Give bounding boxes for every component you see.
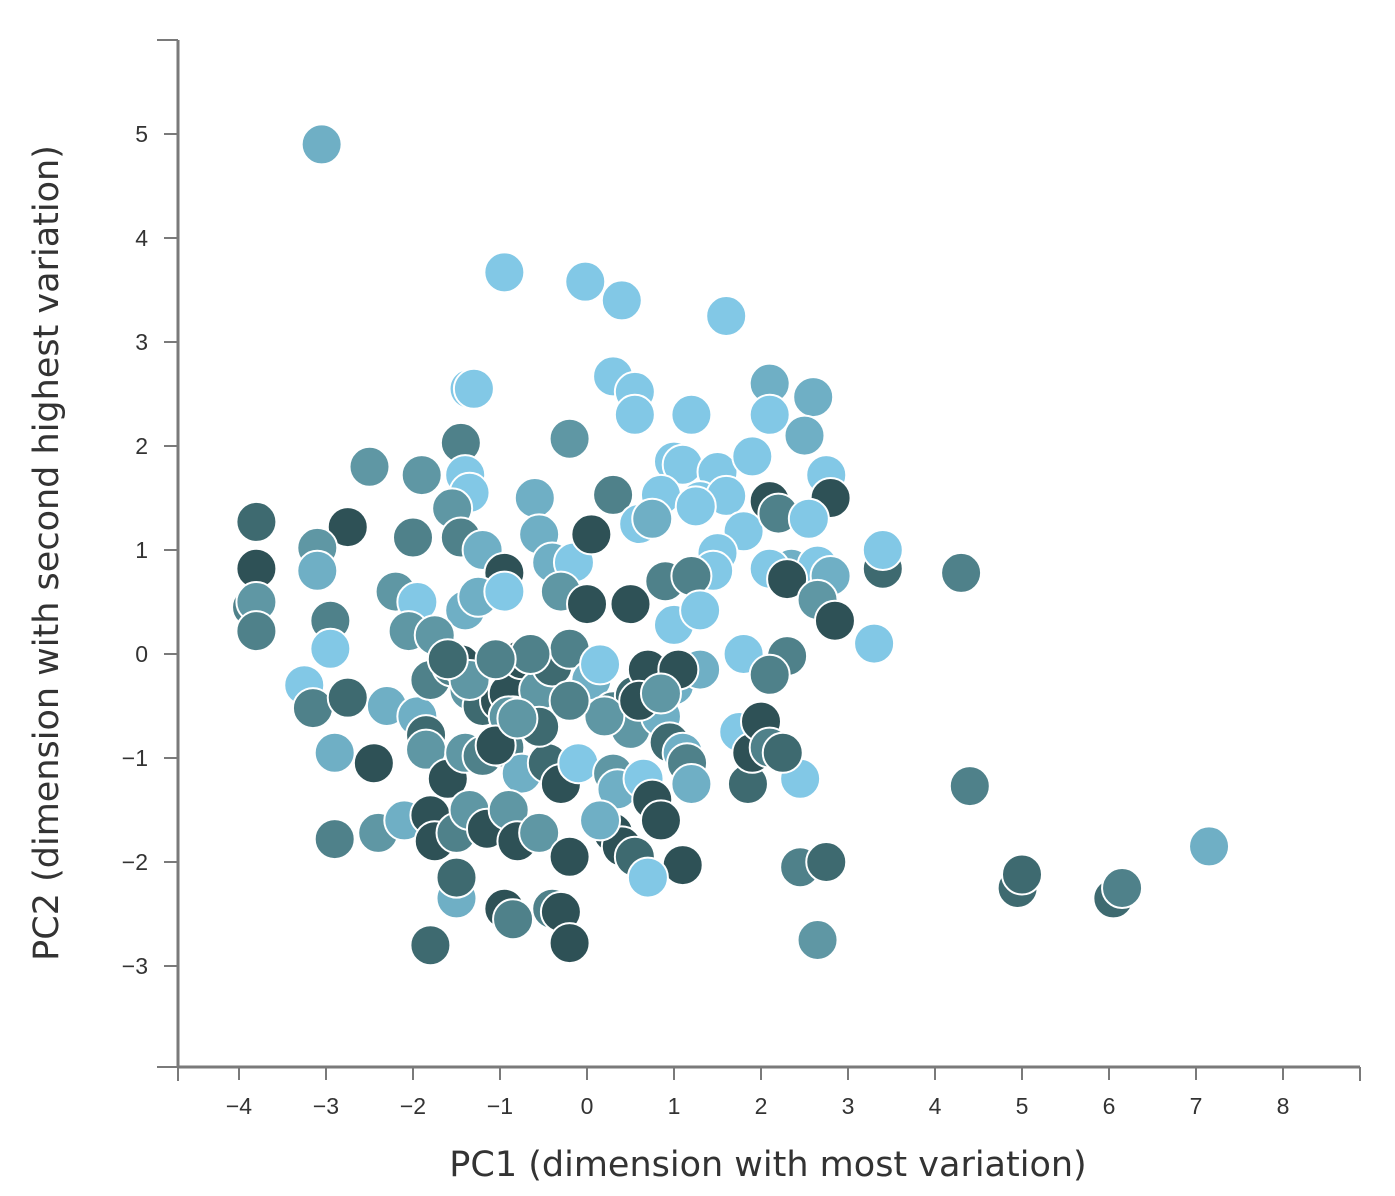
scatter-point[interactable] (348, 445, 391, 488)
scatter-point[interactable] (518, 811, 561, 854)
scatter-point[interactable] (452, 367, 495, 410)
x-tick-label: −4 (226, 1093, 252, 1119)
scatter-point[interactable] (613, 393, 656, 436)
scatter-point[interactable] (948, 765, 991, 808)
scatter-point[interactable] (674, 485, 717, 528)
scatter-point[interactable] (796, 919, 839, 961)
scatter-point[interactable] (474, 638, 517, 681)
scatter-point[interactable] (483, 251, 526, 294)
scatter-point[interactable] (352, 742, 395, 785)
scatter-point[interactable] (513, 477, 556, 519)
scatter-point[interactable] (731, 435, 774, 478)
scatter-point[interactable] (435, 856, 478, 899)
scatter-point[interactable] (400, 454, 443, 497)
x-tick-label: 5 (1016, 1093, 1029, 1119)
y-tick-label: 0 (135, 641, 148, 667)
scatter-point[interactable] (570, 513, 613, 556)
scatter-point[interactable] (579, 799, 622, 842)
scatter-point[interactable] (548, 922, 591, 965)
scatter-point[interactable] (813, 599, 856, 642)
scatter-point[interactable] (940, 551, 983, 594)
y-tick-label: 2 (135, 433, 148, 459)
scatter-point[interactable] (705, 295, 748, 337)
scatter-point[interactable] (679, 589, 722, 632)
y-tick-label: 3 (135, 329, 148, 355)
scatter-point[interactable] (548, 417, 591, 460)
x-tick-label: 1 (668, 1093, 681, 1119)
y-tick-label: 5 (135, 121, 148, 147)
x-tick-label: −2 (400, 1093, 426, 1119)
scatter-point[interactable] (548, 679, 591, 722)
scatter-point[interactable] (566, 583, 608, 626)
scatter-point[interactable] (300, 123, 343, 166)
scatter-point[interactable] (296, 549, 339, 592)
scatter-point[interactable] (1101, 867, 1144, 909)
scatter-point[interactable] (748, 393, 791, 436)
scatter-point[interactable] (235, 610, 278, 653)
scatter-point[interactable] (787, 497, 830, 540)
scatter-point[interactable] (639, 672, 682, 715)
x-tick-label: 8 (1277, 1093, 1290, 1119)
scatter-point[interactable] (309, 627, 352, 670)
scatter-point[interactable] (1001, 853, 1043, 896)
y-tick-label: −3 (122, 953, 148, 979)
scatter-point[interactable] (509, 633, 552, 675)
x-tick-label: 0 (581, 1093, 594, 1119)
scatter-point[interactable] (609, 583, 652, 626)
scatter-point[interactable] (583, 695, 626, 738)
points-layer (231, 123, 1231, 967)
x-tick-label: 7 (1190, 1093, 1203, 1119)
x-tick-label: 3 (842, 1093, 855, 1119)
y-tick-label: −2 (122, 849, 148, 875)
scatter-point[interactable] (600, 279, 643, 322)
x-tick-label: 4 (929, 1093, 942, 1119)
scatter-point[interactable] (631, 497, 674, 540)
scatter-point[interactable] (748, 653, 791, 696)
scatter-point[interactable] (670, 763, 713, 805)
scatter-point[interactable] (783, 414, 826, 457)
scatter-point[interactable] (761, 731, 804, 774)
scatter-point[interactable] (670, 393, 713, 436)
scatter-point[interactable] (592, 473, 635, 516)
x-tick-label: −3 (313, 1093, 339, 1119)
y-tick-label: −1 (122, 745, 148, 771)
y-tick-label: 4 (135, 225, 148, 251)
y-axis-ticks: −3 −2 −1 0 1 2 3 4 5 (122, 121, 178, 979)
scatter-point[interactable] (392, 516, 434, 559)
scatter-point[interactable] (792, 376, 835, 419)
scatter-point[interactable] (805, 841, 848, 883)
scatter-point[interactable] (426, 638, 469, 681)
scatter-point[interactable] (326, 506, 369, 549)
scatter-point[interactable] (313, 731, 356, 774)
scatter-point[interactable] (1188, 825, 1231, 868)
scatter-point[interactable] (235, 500, 278, 543)
scatter-point[interactable] (409, 924, 452, 967)
scatter-point[interactable] (861, 529, 904, 571)
scatter-point[interactable] (626, 856, 669, 899)
scatter-point[interactable] (557, 742, 600, 785)
y-axis-title: PC2 (dimension with second highest varia… (27, 145, 67, 961)
x-axis-ticks: −4 −3 −2 −1 0 1 2 3 4 5 6 7 8 (226, 1067, 1290, 1119)
scatter-point[interactable] (492, 898, 535, 941)
scatter-point[interactable] (766, 558, 809, 601)
y-tick-label: 1 (135, 537, 148, 563)
scatter-point[interactable] (313, 818, 356, 861)
scatter-point[interactable] (564, 260, 607, 303)
scatter-point[interactable] (483, 570, 526, 613)
scatter-point[interactable] (496, 697, 539, 740)
scatter-point[interactable] (853, 622, 896, 665)
x-tick-label: 2 (755, 1093, 768, 1119)
scatter-point[interactable] (291, 687, 334, 730)
scatter-point[interactable] (326, 676, 369, 719)
scatter-point[interactable] (548, 835, 591, 878)
x-axis-title: PC1 (dimension with most variation) (449, 1145, 1086, 1185)
x-tick-label: −1 (487, 1093, 513, 1119)
x-tick-label: 6 (1103, 1093, 1116, 1119)
scatter-point[interactable] (579, 643, 622, 686)
scatter-point[interactable] (639, 799, 682, 842)
